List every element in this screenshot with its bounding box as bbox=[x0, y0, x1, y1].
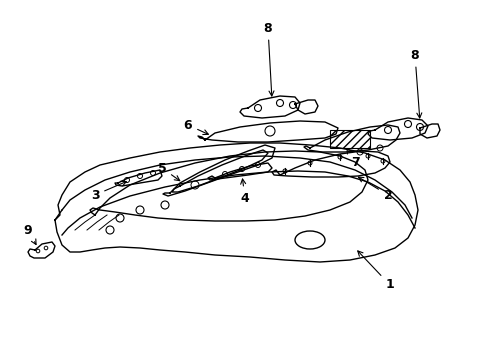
Text: 9: 9 bbox=[24, 224, 36, 244]
Text: 8: 8 bbox=[264, 22, 274, 96]
Text: 4: 4 bbox=[241, 179, 249, 204]
Bar bbox=[330, 130, 370, 148]
Text: 2: 2 bbox=[359, 177, 392, 202]
Text: 7: 7 bbox=[347, 148, 359, 168]
Text: 6: 6 bbox=[184, 118, 208, 135]
Text: 1: 1 bbox=[358, 251, 394, 292]
Text: 8: 8 bbox=[411, 49, 422, 118]
Text: 3: 3 bbox=[91, 181, 126, 202]
Text: 5: 5 bbox=[158, 162, 180, 181]
